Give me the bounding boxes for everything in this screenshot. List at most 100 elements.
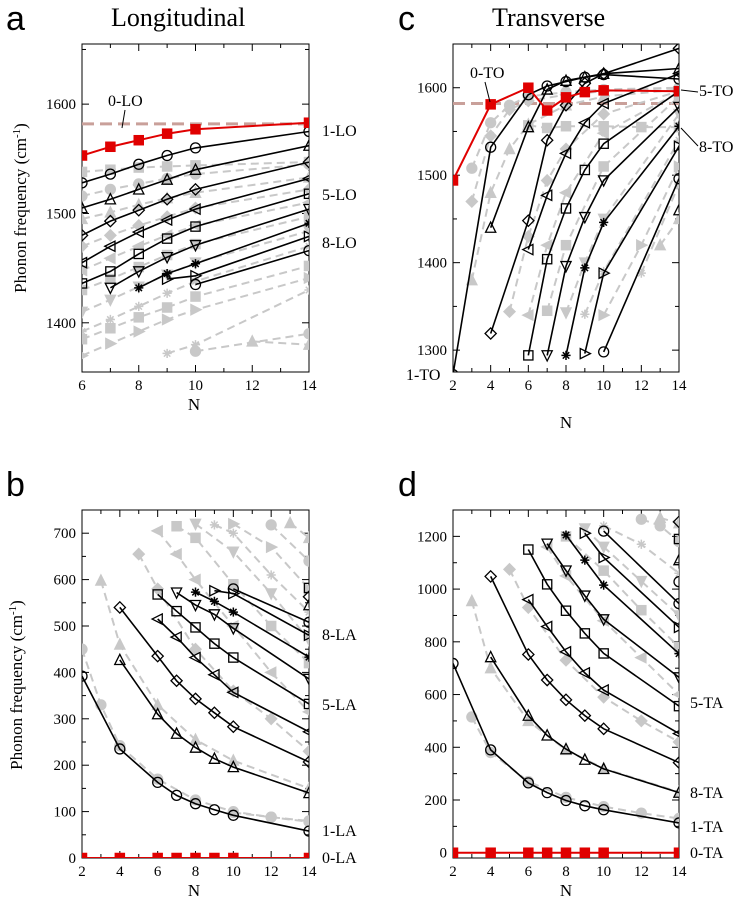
x-tick-label: 14 [302, 378, 318, 394]
series-g6 [578, 523, 679, 623]
point-g12 [303, 328, 309, 340]
series-line-7-LA [195, 591, 309, 658]
point-g10 [133, 325, 146, 338]
point-g4 [301, 708, 309, 716]
series-line-g7 [546, 95, 679, 312]
point-g7 [304, 607, 309, 617]
series-7-TO [561, 121, 679, 360]
annotation-0-TA: 0-TA [690, 845, 724, 862]
series-0-LA [82, 852, 309, 858]
point-g7 [104, 294, 117, 307]
x-tick-label: 8 [192, 864, 200, 880]
point-3-LA [302, 755, 309, 769]
point-g9 [82, 333, 88, 345]
series-6-LA [170, 587, 309, 686]
point-7-LO [190, 259, 201, 269]
series-line-g3 [508, 568, 679, 743]
point-g7 [82, 306, 89, 319]
point-3-LA [188, 692, 203, 706]
point-4-LA [188, 651, 201, 664]
series-line-8-TA [584, 532, 679, 628]
series-line-g5 [176, 525, 309, 664]
series-line-3-LO [82, 161, 309, 237]
point-5-TA [560, 605, 572, 616]
y-tick-label: 1500 [417, 168, 447, 184]
series-7-LO [134, 218, 309, 293]
point-1-TA [579, 800, 591, 812]
point-7-LA [304, 652, 309, 662]
panel-b-annotations: 8-LA 5-LA 1-LA 0-LA [322, 627, 357, 867]
series-line-6-TO [546, 106, 679, 356]
point-3-LA [151, 649, 165, 663]
point-5-LA [228, 652, 239, 663]
point-g8 [559, 307, 573, 320]
point-4-TA [577, 666, 591, 680]
point-0-TA [673, 847, 679, 858]
series-line-g3 [82, 176, 309, 220]
series-g6 [189, 518, 309, 647]
x-tick-label: 10 [226, 864, 241, 880]
point-0-LA [190, 852, 201, 858]
point-g5 [673, 641, 679, 653]
x-tick-label: 14 [672, 378, 688, 394]
series-line-9-TA [603, 530, 679, 605]
point-g7 [209, 520, 220, 530]
point-6-LA [227, 623, 240, 636]
point-0-TA [541, 847, 553, 858]
point-3-LO [103, 214, 117, 228]
point-g9 [303, 555, 309, 567]
series-line-g9 [270, 524, 309, 562]
panel-b-plot: 2 4 6 8 10 12 14 0 100 200 300 400 500 600 700 [54, 510, 317, 880]
annotation-1-LO: 1-LO [322, 123, 357, 140]
point-g3 [104, 205, 117, 218]
point-g10 [105, 337, 118, 350]
point-g11 [190, 340, 201, 350]
point-0-LA [209, 852, 220, 858]
series-line-9-LA [232, 588, 309, 624]
annotation-5-LA: 5-LA [322, 697, 357, 714]
point-2-LO [302, 138, 309, 151]
point-3-TA [559, 693, 573, 707]
point-7-LO [162, 269, 172, 279]
point-0-LA [228, 852, 239, 858]
series-line-9-TO [602, 178, 679, 353]
point-9-TO [673, 173, 679, 185]
series-g7 [599, 521, 679, 578]
point-g7 [541, 305, 553, 317]
series-g9 [82, 260, 309, 345]
y-tick-label: 1300 [417, 343, 447, 359]
point-1-LA [82, 670, 88, 682]
point-g2 [636, 121, 647, 133]
series-line-7-TO [565, 125, 679, 356]
panel-d: d 2 4 6 8 10 12 14 0 200 400 600 800 1000 1200 N 8-TA… [398, 466, 724, 900]
x-tick-label: 10 [188, 378, 203, 394]
annotation-1-TA: 1-TA [690, 819, 724, 836]
series-line-3-TA [489, 576, 679, 764]
point-0-TA [579, 847, 591, 858]
series-line-4-TO [527, 72, 679, 250]
series-10-TO [672, 203, 679, 216]
point-g4 [188, 573, 201, 586]
point-5-LO [105, 266, 116, 277]
point-g5 [171, 520, 182, 532]
point-g1 [466, 162, 478, 174]
point-g9 [161, 302, 173, 313]
panel-c: c Transverse 2 4 6 8 10 12 141300140015001600 … [398, 0, 733, 432]
point-1-LA [208, 804, 221, 816]
series-g4 [465, 82, 679, 286]
point-1-LO [189, 142, 202, 154]
point-g3 [82, 211, 89, 225]
point-3-LA [113, 600, 127, 614]
point-10-TO [672, 203, 679, 216]
series-g3 [502, 562, 679, 749]
point-4-TO [540, 189, 553, 202]
series-1-TA [453, 657, 679, 829]
point-9-LO [303, 244, 309, 257]
series-g11 [162, 285, 309, 359]
point-g7 [636, 539, 646, 549]
point-0-TO [523, 82, 534, 93]
point-g2 [189, 732, 202, 745]
series-4-LO [82, 174, 309, 269]
point-8-TA [579, 527, 592, 540]
point-2-LO [132, 182, 145, 195]
